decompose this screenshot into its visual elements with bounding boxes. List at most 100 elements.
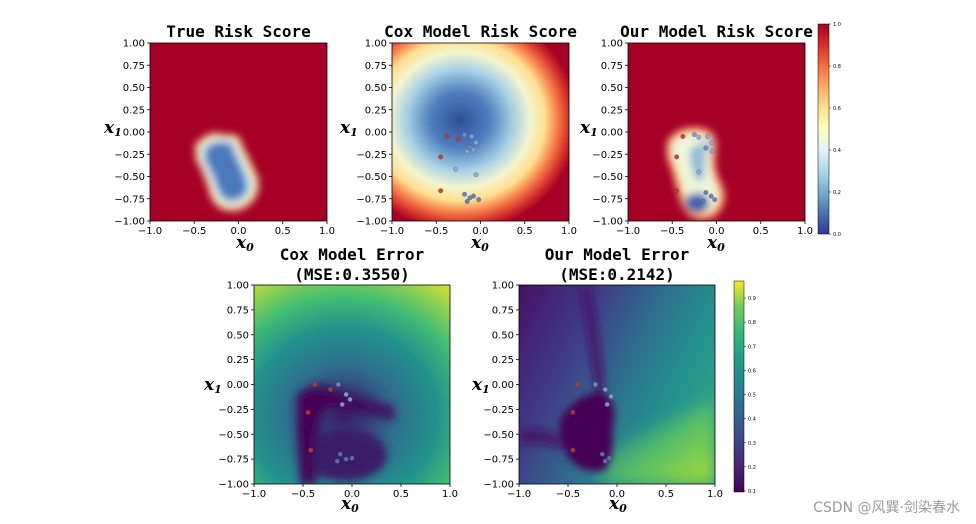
xlabel-subscript: 0 bbox=[481, 241, 489, 254]
scatter-point bbox=[335, 382, 341, 387]
ylabel-cox-error: x1 bbox=[203, 375, 222, 396]
scatter-point bbox=[703, 145, 709, 151]
scatter-point bbox=[674, 154, 680, 160]
y-tick-label: 0.75 bbox=[601, 61, 623, 72]
x-tick-label: −0.5 bbox=[424, 226, 448, 237]
watermark: CSDN @风巽·剑染春水 bbox=[813, 500, 960, 516]
y-tick-label: 0.25 bbox=[227, 355, 249, 366]
x-tick-label: 0.0 bbox=[709, 226, 725, 237]
heatmap-low-risk-region bbox=[195, 132, 259, 211]
scatter-point bbox=[308, 447, 314, 453]
scatter-point bbox=[471, 147, 476, 153]
y-tick-label: 0.25 bbox=[365, 105, 387, 116]
scatter-point bbox=[438, 154, 444, 160]
scatter-point bbox=[712, 197, 718, 203]
scatter-point bbox=[602, 458, 608, 464]
x-tick-label: 0.0 bbox=[344, 489, 360, 500]
colorbar-tick-label: 0.5 bbox=[748, 393, 756, 399]
colorbar-tick-label: 0.1 bbox=[748, 489, 756, 495]
y-tick-label: 0.75 bbox=[365, 61, 387, 72]
scatter-point bbox=[462, 191, 467, 197]
ylabel-subscript: 1 bbox=[482, 383, 490, 396]
scatter-point bbox=[438, 188, 444, 194]
xlabel-subscript: 0 bbox=[717, 241, 725, 254]
scatter-point bbox=[709, 149, 715, 154]
y-tick-label: −1.00 bbox=[592, 217, 623, 228]
colorbar-tick-label: 1.0 bbox=[833, 22, 841, 28]
y-tick-label: −0.50 bbox=[356, 172, 387, 183]
y-tick-label: 0.75 bbox=[123, 61, 145, 72]
ylabel-our-error: x1 bbox=[471, 375, 490, 396]
points-layer bbox=[305, 132, 718, 464]
subtitle-cox-error: (MSE:0.3550) bbox=[294, 265, 410, 284]
y-tick-label: −0.75 bbox=[592, 194, 623, 205]
scatter-point bbox=[703, 190, 709, 195]
scatter-point bbox=[604, 402, 610, 407]
y-tick-label: −0.50 bbox=[483, 430, 514, 441]
y-tick-label: 0.50 bbox=[492, 330, 514, 341]
title-cox-risk: Cox Model Risk Score bbox=[384, 22, 577, 41]
ylabel-cox-risk: x1 bbox=[339, 118, 358, 139]
scatter-point bbox=[462, 132, 467, 138]
scatter-point bbox=[709, 140, 715, 146]
scatter-point bbox=[680, 134, 686, 139]
scatter-point bbox=[467, 144, 473, 150]
x-tick-label: 0.0 bbox=[609, 489, 625, 500]
heatmap-high-error-region bbox=[600, 400, 715, 484]
title-our-risk: Our Model Risk Score bbox=[620, 22, 813, 41]
scatter-point bbox=[606, 455, 612, 461]
y-tick-label: 1.00 bbox=[492, 281, 514, 292]
heatmap-low-error-region bbox=[295, 383, 396, 484]
y-tick-label: 0.25 bbox=[492, 355, 514, 366]
ylabel-subscript: 1 bbox=[214, 383, 222, 396]
scatter-point bbox=[343, 456, 349, 462]
title-cox-error: Cox Model Error bbox=[280, 245, 425, 264]
scatter-point bbox=[705, 134, 711, 139]
y-tick-label: −0.25 bbox=[356, 150, 387, 161]
scatter-point bbox=[696, 169, 702, 175]
y-tick-label: 0.25 bbox=[123, 105, 145, 116]
y-tick-label: 0.25 bbox=[601, 105, 623, 116]
colorbar-tick-label: 0.8 bbox=[748, 320, 756, 326]
scatter-point bbox=[593, 382, 598, 387]
y-tick-label: −0.25 bbox=[114, 150, 145, 161]
x-tick-label: −0.5 bbox=[291, 489, 315, 500]
xlabel-subscript: 0 bbox=[246, 241, 254, 254]
scatter-point bbox=[708, 193, 714, 199]
scatter-point bbox=[464, 149, 470, 154]
panel-our-risk bbox=[628, 43, 805, 221]
scatter-point bbox=[453, 166, 459, 172]
colorbar-tick-label: 0.9 bbox=[748, 296, 756, 302]
scatter-point bbox=[339, 402, 345, 407]
scatter-point bbox=[305, 409, 311, 415]
ylabel-subscript: 1 bbox=[114, 126, 122, 139]
x-tick-label: 0.5 bbox=[275, 226, 291, 237]
scatter-point bbox=[455, 136, 461, 142]
y-tick-label: −1.00 bbox=[356, 217, 387, 228]
y-tick-label: −0.50 bbox=[592, 172, 623, 183]
y-tick-label: 0.50 bbox=[227, 330, 249, 341]
colorbar-risk bbox=[817, 23, 830, 235]
colorbar-tick-label: 0.4 bbox=[833, 148, 841, 154]
y-tick-label: −1.00 bbox=[114, 217, 145, 228]
y-tick-label: −0.75 bbox=[356, 194, 387, 205]
y-tick-label: 0.00 bbox=[365, 128, 387, 139]
scatter-point bbox=[349, 455, 355, 461]
panel-cox-error bbox=[254, 285, 450, 484]
xlabel-subscript: 0 bbox=[619, 502, 627, 515]
x-tick-label: 1.0 bbox=[707, 489, 723, 500]
x-tick-label: 1.0 bbox=[561, 226, 577, 237]
ylabel-true-risk: x1 bbox=[103, 118, 122, 139]
x-tick-label: 0.0 bbox=[231, 226, 247, 237]
y-tick-label: 1.00 bbox=[601, 39, 623, 50]
y-tick-label: −0.25 bbox=[592, 150, 623, 161]
y-tick-label: 0.00 bbox=[227, 380, 249, 391]
panel-cox-risk bbox=[392, 43, 569, 221]
scatter-point bbox=[602, 387, 608, 392]
scatter-point bbox=[674, 188, 680, 194]
panel-true-risk bbox=[150, 43, 327, 221]
y-tick-label: 0.00 bbox=[601, 128, 623, 139]
scatter-point bbox=[328, 387, 333, 392]
scatter-point bbox=[570, 409, 576, 415]
xlabel-subscript: 0 bbox=[351, 502, 359, 515]
